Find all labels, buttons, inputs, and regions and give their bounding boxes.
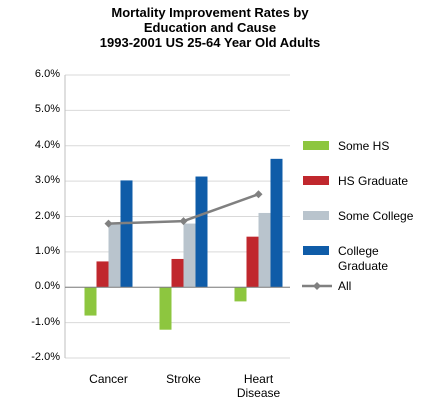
bar	[120, 180, 133, 288]
bar	[270, 158, 283, 288]
legend-label: College Graduate	[338, 244, 389, 273]
bar	[234, 287, 247, 302]
bar	[258, 212, 271, 288]
legend-swatch	[303, 246, 329, 255]
legend-swatch	[313, 282, 321, 290]
bar	[84, 287, 97, 316]
y-tick-label: 5.0%	[34, 103, 60, 116]
y-tick-label: 1.0%	[34, 244, 60, 257]
bar	[246, 236, 259, 288]
legend-swatch	[303, 211, 329, 220]
y-tick-label: 4.0%	[34, 138, 60, 151]
bar	[159, 287, 172, 330]
x-tick-label: Cancer	[89, 372, 128, 386]
bar	[108, 223, 121, 288]
legend-label: All	[338, 279, 352, 293]
legend-label: Some College	[338, 209, 414, 223]
y-tick-label: -1.0%	[31, 315, 60, 328]
marker	[254, 190, 263, 199]
y-tick-label: 3.0%	[34, 174, 60, 187]
bar	[171, 258, 184, 288]
x-tick-label: Stroke	[166, 372, 201, 386]
bar	[183, 223, 196, 288]
bar	[195, 176, 208, 288]
legend-swatch	[303, 141, 329, 150]
y-tick-label: -2.0%	[31, 351, 60, 363]
legend-label: Some HS	[338, 139, 390, 153]
marker	[104, 219, 113, 228]
y-tick-label: 0.0%	[34, 280, 60, 293]
legend-swatch	[303, 176, 329, 185]
x-tick-label: Heart Disease	[236, 372, 281, 400]
legend-label: HS Graduate	[338, 174, 409, 188]
y-tick-label: 6.0%	[34, 68, 60, 80]
bar	[96, 261, 109, 288]
chart-subtitle: 1993-2001 US 25-64 Year Old Adults	[99, 35, 321, 50]
chart-title: Mortality Improvement Rates by Education…	[111, 5, 309, 35]
y-tick-label: 2.0%	[34, 209, 60, 222]
marker	[179, 217, 188, 226]
